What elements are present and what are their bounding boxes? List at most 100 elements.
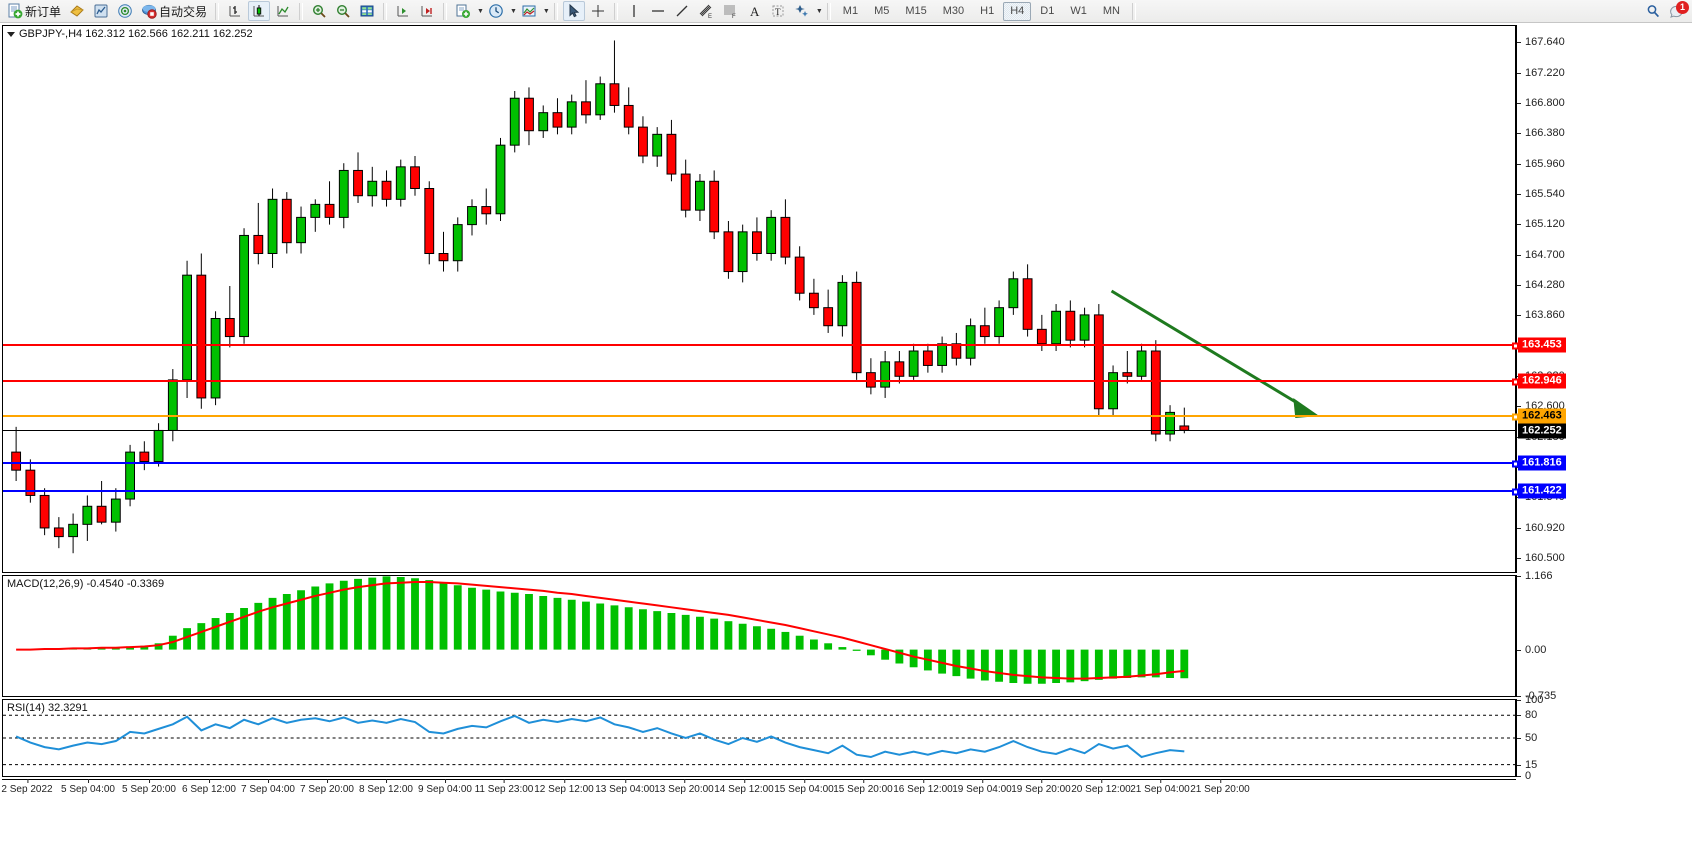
auto-scroll-icon[interactable] (416, 1, 438, 21)
toolbar-separator (613, 2, 618, 20)
bar-chart-icon[interactable] (224, 1, 246, 21)
price-label-resistance-1[interactable]: 163.453 (1518, 337, 1566, 353)
shapes-dropdown-arrow[interactable]: ▼ (815, 7, 823, 15)
price-tick: 166.380 (1517, 127, 1565, 139)
timeframe-m30[interactable]: M30 (942, 4, 965, 17)
rsi-tick: 80 (1517, 709, 1537, 721)
macd-tick: -0.735 (1517, 690, 1556, 702)
indicators-icon[interactable] (518, 1, 540, 21)
autotrade-icon[interactable]: 自动交易 (138, 1, 210, 21)
toolbar-separator (443, 2, 448, 20)
time-label: 5 Sep 04:00 (61, 779, 115, 795)
text-label-icon[interactable]: T (767, 1, 789, 21)
templates-icon[interactable] (452, 1, 474, 21)
trendline-icon[interactable] (671, 1, 693, 21)
price-tick: 160.920 (1517, 522, 1565, 534)
period-icon[interactable] (485, 1, 507, 21)
price-tick: 167.640 (1517, 36, 1565, 48)
price-line-pivot[interactable] (3, 413, 1519, 421)
navigator-icon[interactable] (114, 1, 136, 21)
price-label-support-2[interactable]: 161.422 (1518, 483, 1566, 499)
expert-advisors-icon[interactable] (66, 1, 88, 21)
shapes-icon[interactable] (791, 1, 813, 21)
timeframe-m5[interactable]: M5 (874, 4, 890, 17)
templates-dropdown-arrow[interactable]: ▼ (477, 7, 484, 15)
cursor-icon[interactable] (562, 1, 585, 21)
price-tick: 166.800 (1517, 97, 1565, 109)
chart-area[interactable]: GBPJPY-,H4 162.312 162.566 162.211 162.2… (0, 23, 1692, 851)
timeframe-h1[interactable]: H1 (980, 4, 995, 17)
text-icon[interactable]: A (743, 1, 765, 21)
fibonacci-icon[interactable]: F (719, 1, 741, 21)
price-label-support-1[interactable]: 161.816 (1518, 455, 1566, 471)
timeframe-group: M1 M5 M15 M30 H1 H4 D1 W1 MN (835, 1, 1128, 21)
rsi-scale: 100 80 50 15 0 (1516, 694, 1692, 782)
price-line-support-2[interactable] (3, 488, 1519, 496)
new-order-button[interactable]: 新订单 (4, 1, 64, 21)
vertical-line-icon[interactable] (623, 1, 645, 21)
toolbar-separator (383, 2, 388, 20)
time-label: 15 Sep 20:00 (833, 779, 893, 795)
rsi-series (3, 714, 1515, 766)
price-tick: 165.960 (1517, 158, 1565, 170)
timeframe-m15[interactable]: M15 (905, 4, 927, 17)
period-dropdown-arrow[interactable]: ▼ (509, 7, 517, 15)
time-label: 12 Sep 12:00 (534, 779, 594, 795)
time-label: 19 Sep 20:00 (1011, 779, 1071, 795)
price-label-last-price[interactable]: 162.252 (1518, 423, 1566, 439)
price-line-resistance-2[interactable] (3, 378, 1519, 386)
timeframe-h4[interactable]: H4 (1003, 1, 1032, 21)
time-label: 8 Sep 12:00 (359, 779, 413, 795)
price-tick: 160.500 (1517, 552, 1565, 564)
tile-windows-icon[interactable] (356, 1, 378, 21)
price-line-support-1[interactable] (3, 460, 1519, 468)
notification-count-badge: 1 (1676, 1, 1689, 14)
svg-text:T: T (775, 7, 781, 17)
price-label-resistance-2[interactable]: 162.946 (1518, 373, 1566, 389)
time-axis[interactable]: 2 Sep 2022 5 Sep 04:00 5 Sep 20:00 6 Sep 12… (1, 779, 1516, 803)
rsi-pane[interactable]: RSI(14) 32.3291 (2, 699, 1516, 777)
rsi-tick: 0 (1517, 770, 1531, 782)
time-label: 15 Sep 04:00 (774, 779, 834, 795)
timeframe-d1[interactable]: D1 (1040, 4, 1055, 17)
price-tick: 167.220 (1517, 67, 1565, 79)
macd-series (16, 576, 1189, 684)
zoom-in-icon[interactable] (308, 1, 330, 21)
price-line-resistance-1[interactable] (3, 342, 1519, 350)
time-label: 19 Sep 04:00 (952, 779, 1012, 795)
macd-label: MACD(12,26,9) -0.4540 -0.3369 (7, 578, 165, 590)
macd-pane[interactable]: MACD(12,26,9) -0.4540 -0.3369 (2, 575, 1516, 697)
toolbar-separator (826, 2, 831, 20)
candlestick-chart-icon[interactable] (248, 1, 271, 21)
price-tick: 164.280 (1517, 279, 1565, 291)
crosshair-icon[interactable] (587, 1, 609, 21)
chart-shift-icon[interactable] (392, 1, 414, 21)
price-label-pivot[interactable]: 162.463 (1518, 408, 1566, 424)
price-pane[interactable]: GBPJPY-,H4 162.312 162.566 162.211 162.2… (2, 25, 1519, 573)
timeframe-w1[interactable]: W1 (1070, 4, 1087, 17)
timeframe-m1[interactable]: M1 (842, 4, 859, 17)
price-line-last-price[interactable] (3, 430, 1515, 432)
zoom-out-icon[interactable] (332, 1, 354, 21)
toolbar-separator (299, 2, 304, 20)
search-icon[interactable] (1642, 1, 1664, 21)
data-window-icon[interactable] (90, 1, 112, 21)
price-tick: 163.860 (1517, 309, 1565, 321)
horizontal-line-icon[interactable] (647, 1, 669, 21)
symbol-header: GBPJPY-,H4 162.312 162.566 162.211 162.2… (7, 28, 253, 40)
price-tick: 165.120 (1517, 218, 1565, 230)
time-label: 9 Sep 04:00 (418, 779, 472, 795)
time-label: 16 Sep 12:00 (893, 779, 953, 795)
line-chart-icon[interactable] (272, 1, 294, 21)
equidistant-channel-icon[interactable]: E (695, 1, 717, 21)
price-tick: 165.540 (1517, 188, 1565, 200)
indicators-dropdown-arrow[interactable]: ▼ (542, 7, 550, 15)
chart-menu-caret-icon[interactable] (7, 31, 15, 37)
time-label: 2 Sep 2022 (1, 779, 53, 795)
toolbar-separator (1131, 2, 1136, 20)
macd-tick: 0.00 (1517, 644, 1546, 656)
timeframe-mn[interactable]: MN (1102, 4, 1120, 17)
notifications-icon[interactable]: 1 (1666, 1, 1689, 21)
price-scale[interactable]: 167.640 167.220 166.800 166.380 165.960 165.5… (1516, 25, 1692, 573)
